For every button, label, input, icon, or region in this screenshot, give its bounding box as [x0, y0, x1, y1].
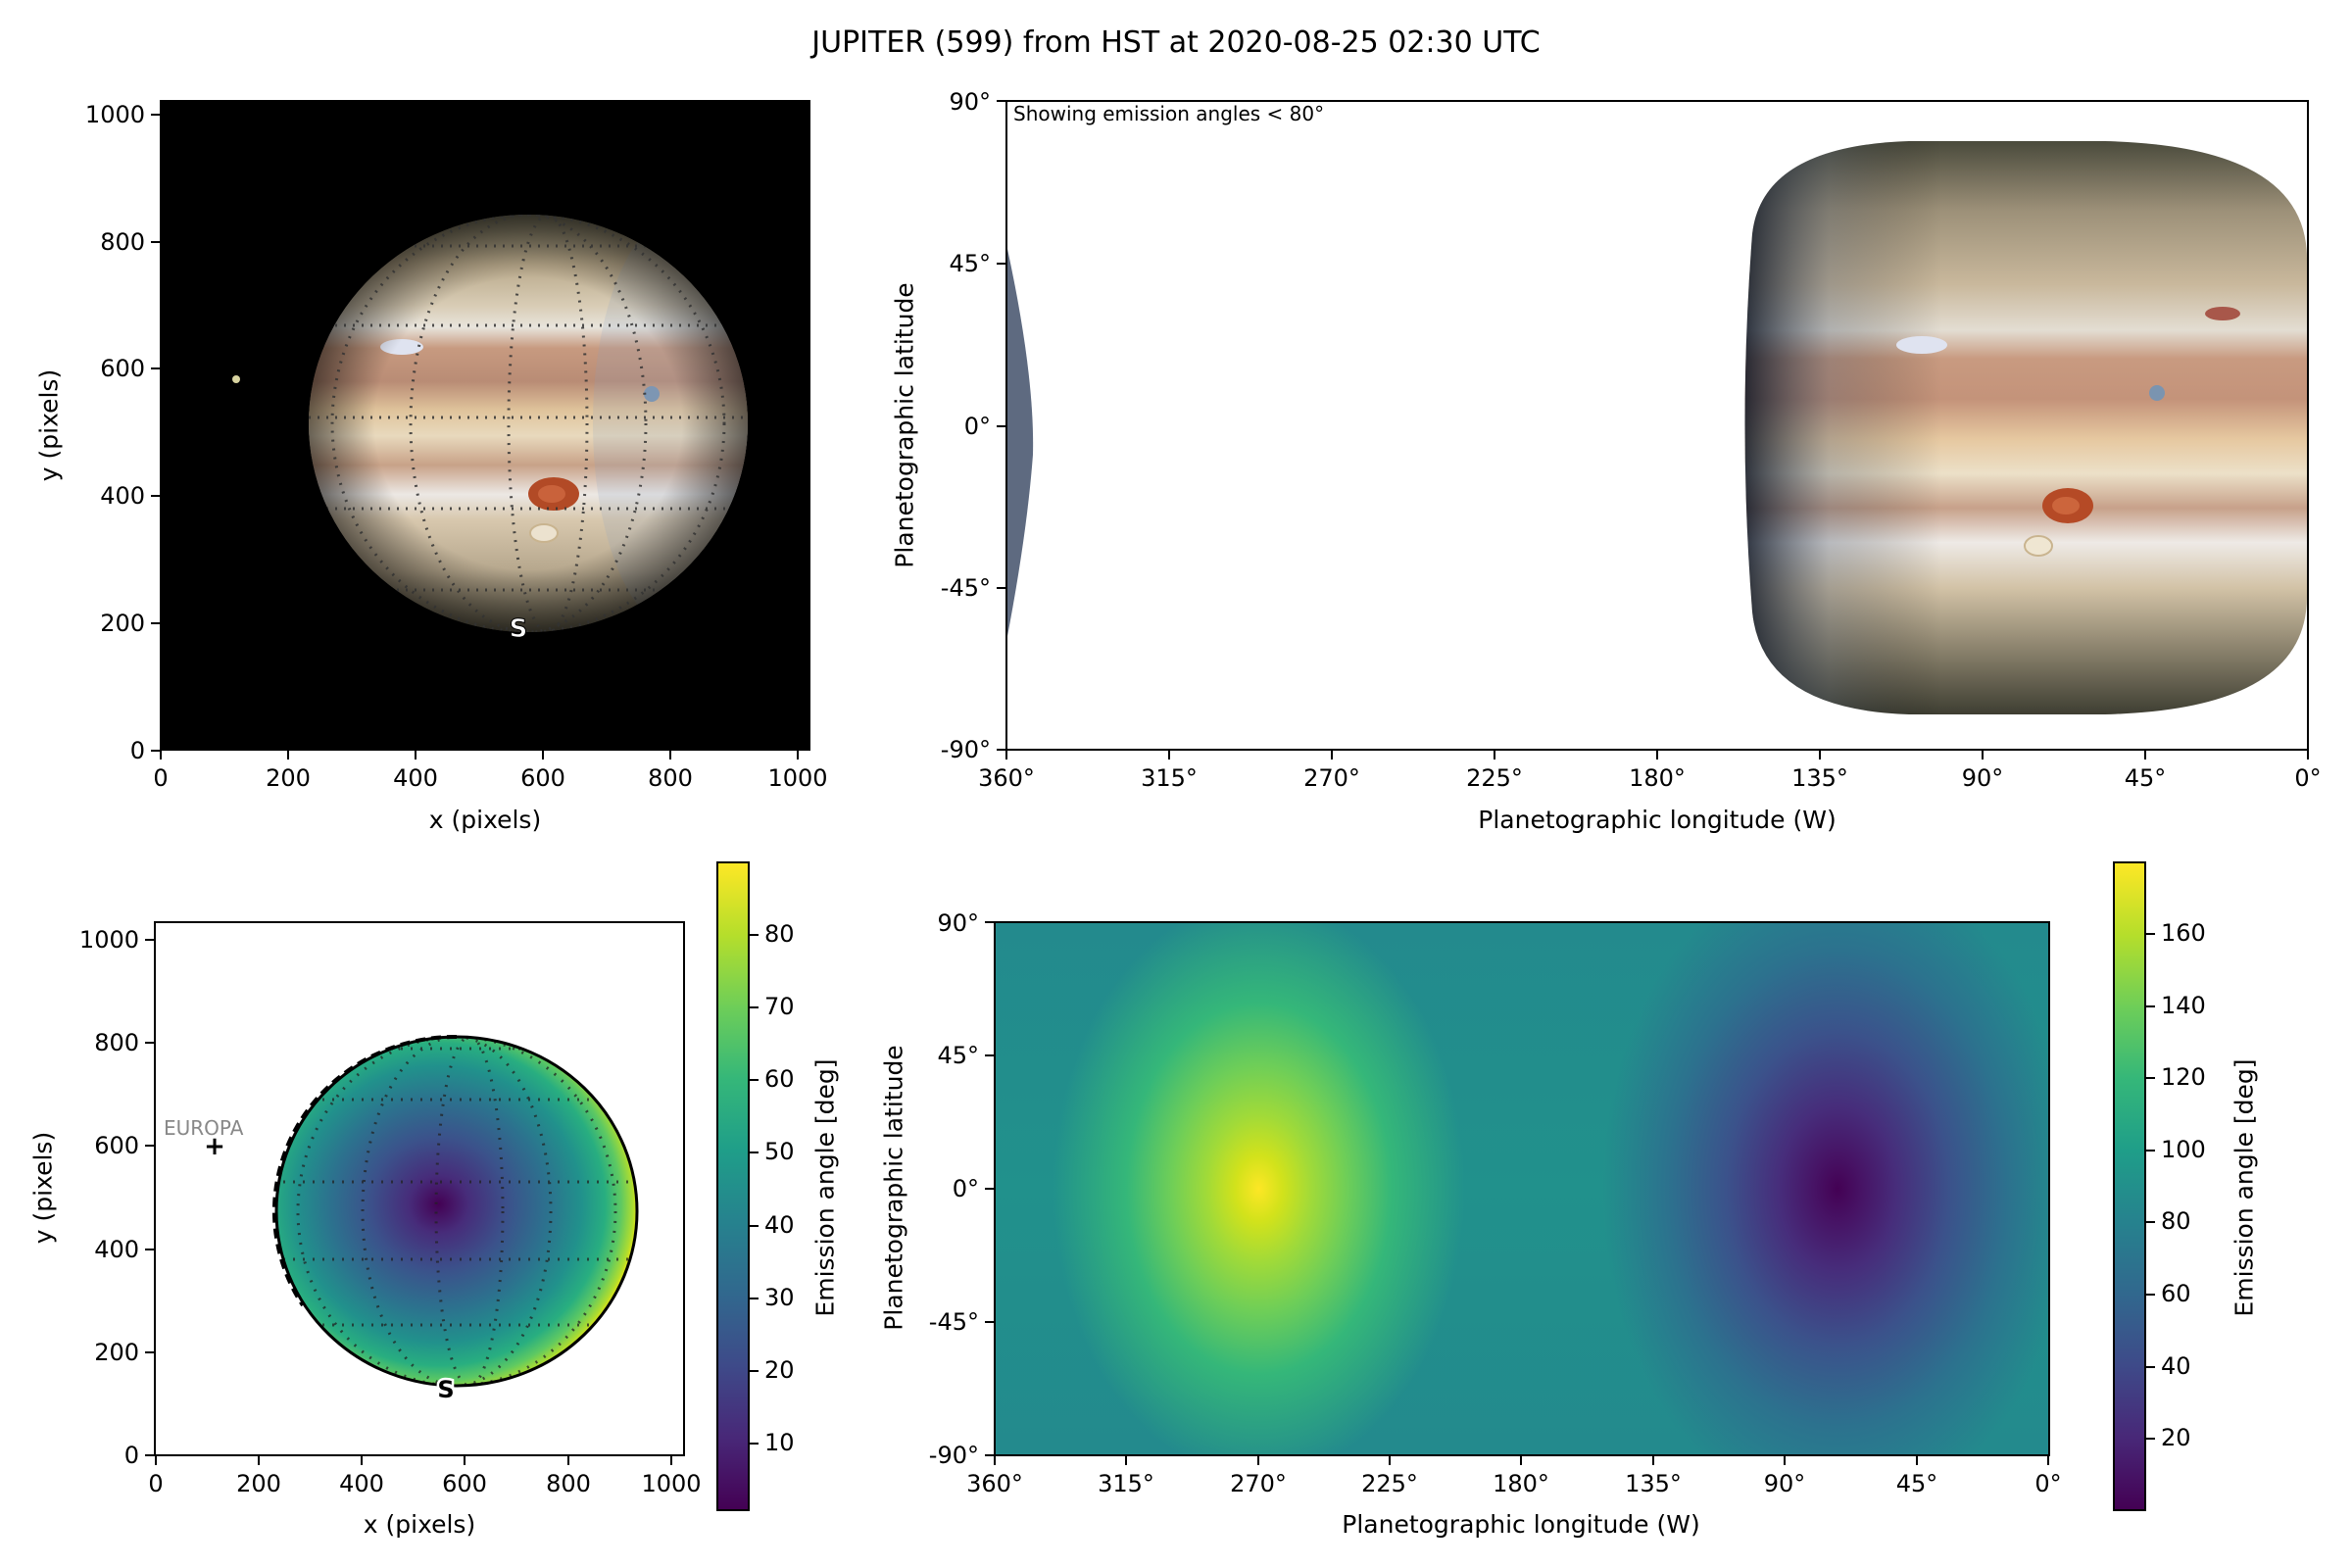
map-xlabel: Planetographic longitude (W) [1478, 806, 1837, 834]
emission-map-colorbar-label: Emission angle [deg] [2230, 1058, 2259, 1317]
south-pole-marker: S [510, 614, 528, 644]
south-pole-marker: S [437, 1376, 454, 1403]
emission-threshold-annotation: Showing emission angles < 80° [1013, 102, 1325, 125]
observation-ylabel: y (pixels) [34, 368, 64, 482]
emission-disc-colorbar [716, 861, 750, 1511]
europa-label: EUROPA [164, 1116, 244, 1140]
emission-disc-axes: S + EUROPA [154, 921, 685, 1456]
emission-disc-ylabel: y (pixels) [28, 1131, 58, 1245]
emission-map-ylabel: Planetographic latitude [879, 1045, 908, 1331]
observation-xlabel: x (pixels) [428, 806, 542, 834]
jupiter-observation-image: S [232, 215, 748, 645]
map-axes: Showing emission angles < 80° [1005, 100, 2309, 751]
emission-map-xlabel: Planetographic longitude (W) [1342, 1510, 1700, 1539]
europa-marker-icon: + [204, 1132, 225, 1161]
jupiter-map-image [1007, 141, 2307, 714]
observation-axes: S [160, 100, 810, 751]
map-ylabel: Planetographic latitude [890, 282, 919, 568]
figure-title: JUPITER (599) from HST at 2020-08-25 02:… [811, 25, 1541, 60]
emission-disc-colorbar-label: Emission angle [deg] [810, 1058, 840, 1317]
emission-disc-xlabel: x (pixels) [363, 1510, 476, 1539]
emission-disc-image: S + [204, 1034, 639, 1406]
emission-map-axes [994, 921, 2050, 1456]
emission-map-colorbar [2113, 861, 2146, 1511]
